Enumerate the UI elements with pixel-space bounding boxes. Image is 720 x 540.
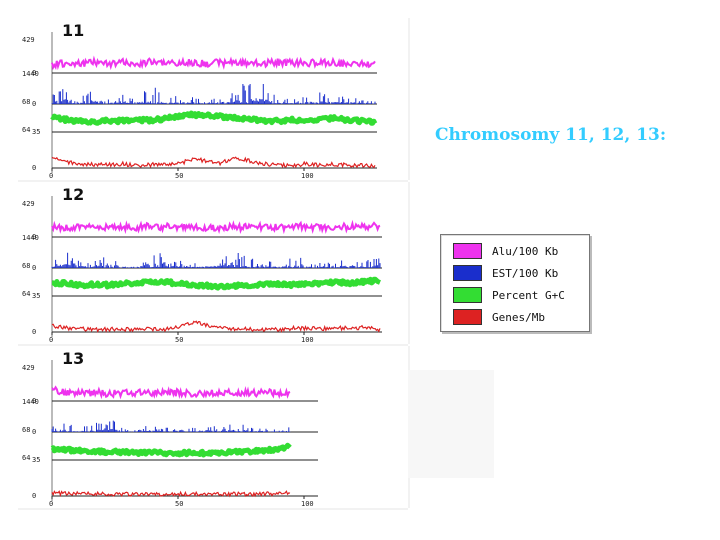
chr11-est-100-kb-series (51, 84, 376, 104)
chr13-x-tick-label-1: 50 (175, 500, 183, 508)
chr11-percent-g-c-series (50, 110, 378, 126)
chr12-x-tick-label-1: 50 (175, 336, 183, 344)
legend-swatch-alu (453, 243, 482, 259)
chr12-alu-100-kb-tick-min: 0 (32, 233, 36, 241)
chr12-x-tick-label-0: 0 (49, 336, 53, 344)
chr12-est-100-kb-series (51, 252, 381, 268)
chr11-percent-g-c-tick-min: 35 (32, 128, 40, 136)
chr11-x-tick-label-0: 0 (49, 172, 53, 180)
chr13-est-100-kb-tick-max: 1440 (22, 398, 39, 406)
legend-item-genes: Genes/Mb (453, 309, 545, 325)
background-shade (408, 370, 494, 478)
legend-item-alu: Alu/100 Kb (453, 243, 558, 259)
legend: Alu/100 Kb EST/100 Kb Percent G+C Genes/… (440, 234, 590, 332)
chr12-number-label: 12 (62, 185, 84, 204)
chr11-est-100-kb-tick-max: 1440 (22, 70, 39, 78)
chr13-genes-mb-tick-min: 0 (32, 492, 36, 500)
legend-item-est: EST/100 Kb (453, 265, 558, 281)
chr11-percent-g-c-tick-max: 68 (22, 98, 30, 106)
legend-label-est: EST/100 Kb (492, 266, 559, 280)
chr11-est-100-kb-tick-min: 0 (32, 100, 36, 108)
chr11-genes-mb-tick-max: 64 (22, 126, 30, 134)
chr12-est-100-kb-tick-min: 0 (32, 264, 36, 272)
chr12-percent-g-c-tick-min: 35 (32, 292, 40, 300)
chr11-x-tick-label-2: 100 (301, 172, 314, 180)
chr12-x-tick-label-2: 100 (301, 336, 314, 344)
legend-label-gc: Percent G+C (492, 288, 565, 302)
chr12-genes-mb-tick-max: 64 (22, 290, 30, 298)
legend-swatch-est (453, 265, 482, 281)
chr12-est-100-kb-tick-max: 1440 (22, 234, 39, 242)
chr12-alu-100-kb-tick-max: 429 (22, 200, 35, 208)
page-title: Chromosomy 11, 12, 13: (435, 125, 667, 145)
chr13-est-100-kb-series (51, 420, 291, 432)
chr11-genes-mb-tick-min: 0 (32, 164, 36, 172)
chr13-number-label: 13 (62, 349, 84, 368)
chr13-x-tick-label-2: 100 (301, 500, 314, 508)
chr13-genes-mb-series (51, 490, 291, 498)
chr11-x-tick-label-1: 50 (175, 172, 183, 180)
chr12-alu-100-kb-series (51, 219, 381, 235)
chromosome-13-panel: 13 429 0 1440 0 68 35 64 0 0 50 100 (18, 346, 408, 508)
chr13-est-100-kb-tick-min: 0 (32, 428, 36, 436)
chr11-number-label: 11 (62, 21, 84, 40)
chromosome-11-panel: 11 429 0 1440 0 68 35 64 0 0 50 100 (18, 18, 408, 180)
legend-label-alu: Alu/100 Kb (492, 244, 559, 258)
chr12-percent-g-c-tick-max: 68 (22, 262, 30, 270)
chr13-x-tick-label-0: 0 (49, 500, 53, 508)
chr13-genes-mb-tick-max: 64 (22, 454, 30, 462)
chr12-genes-mb-tick-min: 0 (32, 328, 36, 336)
legend-label-genes: Genes/Mb (492, 310, 545, 324)
chr12-percent-g-c-series (50, 276, 382, 291)
legend-swatch-genes (453, 309, 482, 325)
chr13-alu-100-kb-tick-min: 0 (32, 397, 36, 405)
chr13-percent-g-c-tick-min: 35 (32, 456, 40, 464)
chr13-percent-g-c-series (50, 442, 292, 458)
chr11-alu-100-kb-tick-max: 429 (22, 36, 35, 44)
chr13-alu-100-kb-series (51, 385, 291, 400)
chr11-alu-100-kb-series (51, 55, 376, 71)
legend-swatch-gc (453, 287, 482, 303)
chr11-genes-mb-series (51, 156, 376, 169)
chr11-alu-100-kb-tick-min: 0 (32, 69, 36, 77)
legend-item-gc: Percent G+C (453, 287, 565, 303)
chr13-percent-g-c-tick-max: 68 (22, 426, 30, 434)
chr13-alu-100-kb-tick-max: 429 (22, 364, 35, 372)
chromosome-12-panel: 12 429 0 1440 0 68 35 64 0 0 50 100 (18, 182, 408, 344)
chr12-genes-mb-series (51, 320, 381, 333)
